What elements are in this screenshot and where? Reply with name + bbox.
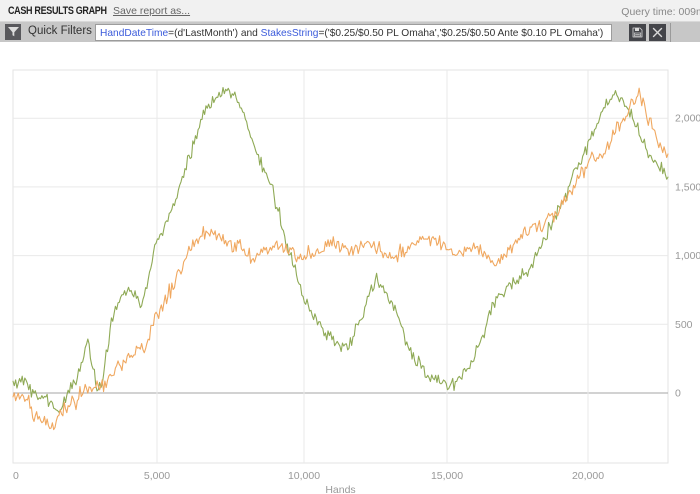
svg-text:10,000: 10,000 (288, 470, 320, 482)
svg-text:1,500: 1,500 (675, 181, 700, 193)
svg-text:Hands: Hands (325, 484, 355, 494)
svg-text:2,000: 2,000 (675, 113, 700, 125)
svg-text:1,000: 1,000 (675, 250, 700, 262)
svg-text:15,000: 15,000 (431, 470, 463, 482)
svg-text:500: 500 (675, 319, 693, 331)
svg-text:0: 0 (13, 470, 19, 482)
svg-text:20,000: 20,000 (572, 470, 604, 482)
svg-text:0: 0 (675, 388, 681, 400)
svg-text:5,000: 5,000 (144, 470, 170, 482)
